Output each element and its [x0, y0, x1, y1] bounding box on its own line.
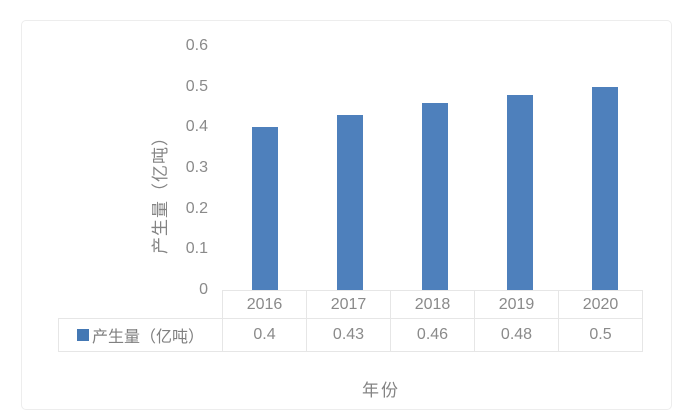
value-cell-2017: 0.43: [306, 318, 391, 352]
year-cell-2019: 2019: [474, 290, 559, 319]
y-tick-label-0.3: 0.3: [185, 159, 208, 176]
chart-frame: 产生量（亿吨） 0 0.1 0.2 0.3 0.4 0.5 0.6 2016 2017 2018…: [21, 20, 672, 410]
y-tick-label-0.4: 0.4: [185, 118, 208, 135]
data-table-year-row: 2016 2017 2018 2019 2020: [222, 290, 643, 319]
bar-2017: [336, 115, 363, 290]
bar-2019: [506, 95, 533, 290]
bar-2016: [251, 127, 278, 290]
bar-2020: [591, 87, 618, 290]
value-cell-2018: 0.46: [390, 318, 475, 352]
y-tick-label-0: 0: [199, 281, 208, 298]
bar-2018: [421, 103, 448, 290]
value-cell-2019: 0.48: [474, 318, 559, 352]
legend-cell: 产生量（亿吨）: [58, 318, 223, 352]
y-tick-label-0.2: 0.2: [185, 200, 208, 217]
legend-swatch-icon: [76, 329, 89, 341]
year-cell-2020: 2020: [558, 290, 643, 319]
x-axis-title: 年份: [362, 381, 400, 400]
y-tick-label-0.5: 0.5: [185, 78, 208, 95]
y-tick-label-0.1: 0.1: [185, 240, 208, 257]
year-cell-2018: 2018: [390, 290, 475, 319]
year-cell-2016: 2016: [222, 290, 307, 319]
data-table-value-row: 0.4 0.43 0.46 0.48 0.5: [222, 318, 643, 352]
plot-area: [222, 46, 647, 290]
legend-label: 产生量（亿吨）: [91, 329, 204, 346]
year-cell-2017: 2017: [306, 290, 391, 319]
value-cell-2020: 0.5: [558, 318, 643, 352]
value-cell-2016: 0.4: [222, 318, 307, 352]
y-tick-label-0.6: 0.6: [185, 37, 208, 54]
